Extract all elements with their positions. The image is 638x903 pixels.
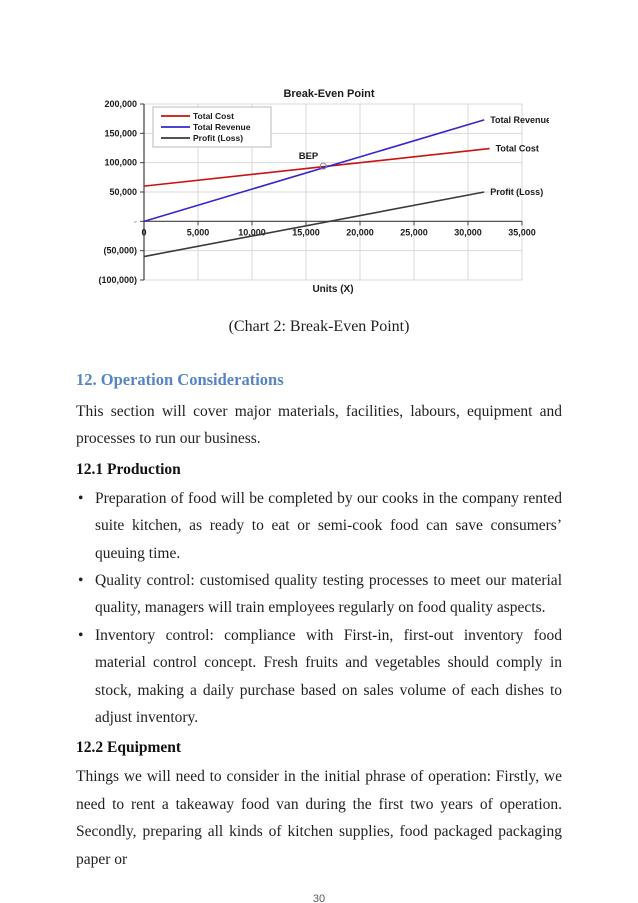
x-tick-label: 25,000	[400, 227, 428, 237]
x-tick-label: 15,000	[292, 227, 320, 237]
y-tick-label: (50,000)	[103, 246, 137, 256]
section-intro: This section will cover major materials,…	[76, 403, 562, 448]
list-item-text: Inventory control: compliance with First…	[95, 626, 562, 727]
y-tick-label: (100,000)	[98, 275, 137, 285]
chart-figure: 200,000 150,000 100,000 50,000 - (50,000) (100…	[89, 85, 549, 300]
y-tick-label: 150,000	[104, 128, 137, 138]
y-tick-label: 200,000	[104, 99, 137, 109]
list-item: • Inventory control: compliance with Fir…	[76, 622, 562, 732]
legend-label: Total Revenue	[193, 122, 251, 132]
y-tick-label: -	[134, 216, 137, 226]
list-item: • Preparation of food will be completed …	[76, 485, 562, 567]
bullet-glyph: •	[78, 626, 84, 644]
y-tick-label: 50,000	[109, 187, 137, 197]
production-bullet-list: • Preparation of food will be completed …	[76, 485, 562, 732]
x-tick-label: 10,000	[238, 227, 266, 237]
y-tick-label: 100,000	[104, 158, 137, 168]
series-line	[143, 147, 490, 187]
legend-box	[152, 106, 272, 148]
series-line	[143, 191, 485, 258]
list-item: • Quality control: customised quality te…	[76, 567, 562, 622]
bullet-glyph: •	[78, 572, 84, 590]
legend-label: Total Cost	[193, 111, 234, 121]
legend-label: Profit (Loss)	[193, 133, 243, 143]
production-heading: 12.1 Production	[76, 460, 181, 478]
list-item-text: Quality control: customised quality test…	[95, 572, 562, 617]
equipment-heading: 12.2 Equipment	[76, 739, 182, 757]
section-heading: 12. Operation Considerations	[76, 370, 284, 389]
page-number: 30	[312, 893, 326, 903]
bep-marker	[319, 162, 327, 170]
series-line	[143, 119, 485, 223]
bep-label: BEP	[299, 151, 319, 162]
x-tick-label: 20,000	[346, 227, 374, 237]
x-tick-label: 0	[141, 227, 146, 237]
list-item-text: Preparation of food will be completed by…	[95, 489, 562, 562]
bullet-glyph: •	[78, 489, 84, 507]
chart-caption: (Chart 2: Break-Even Point)	[228, 318, 410, 335]
x-axis-title: Units (X)	[312, 284, 353, 295]
series-end-label: Total Cost	[496, 144, 539, 154]
x-tick-label: 5,000	[187, 227, 210, 237]
chart-title: Break-Even Point	[283, 88, 374, 100]
series-end-label: Total Revenue	[490, 115, 549, 125]
x-tick-label: 30,000	[454, 227, 482, 237]
series-end-label: Profit (Loss)	[490, 187, 543, 197]
x-tick-label: 35,000	[508, 227, 536, 237]
equipment-paragraph: Things we will need to consider in the i…	[76, 768, 562, 868]
break-even-chart: 200,000 150,000 100,000 50,000 - (50,000) (100…	[98, 88, 549, 295]
